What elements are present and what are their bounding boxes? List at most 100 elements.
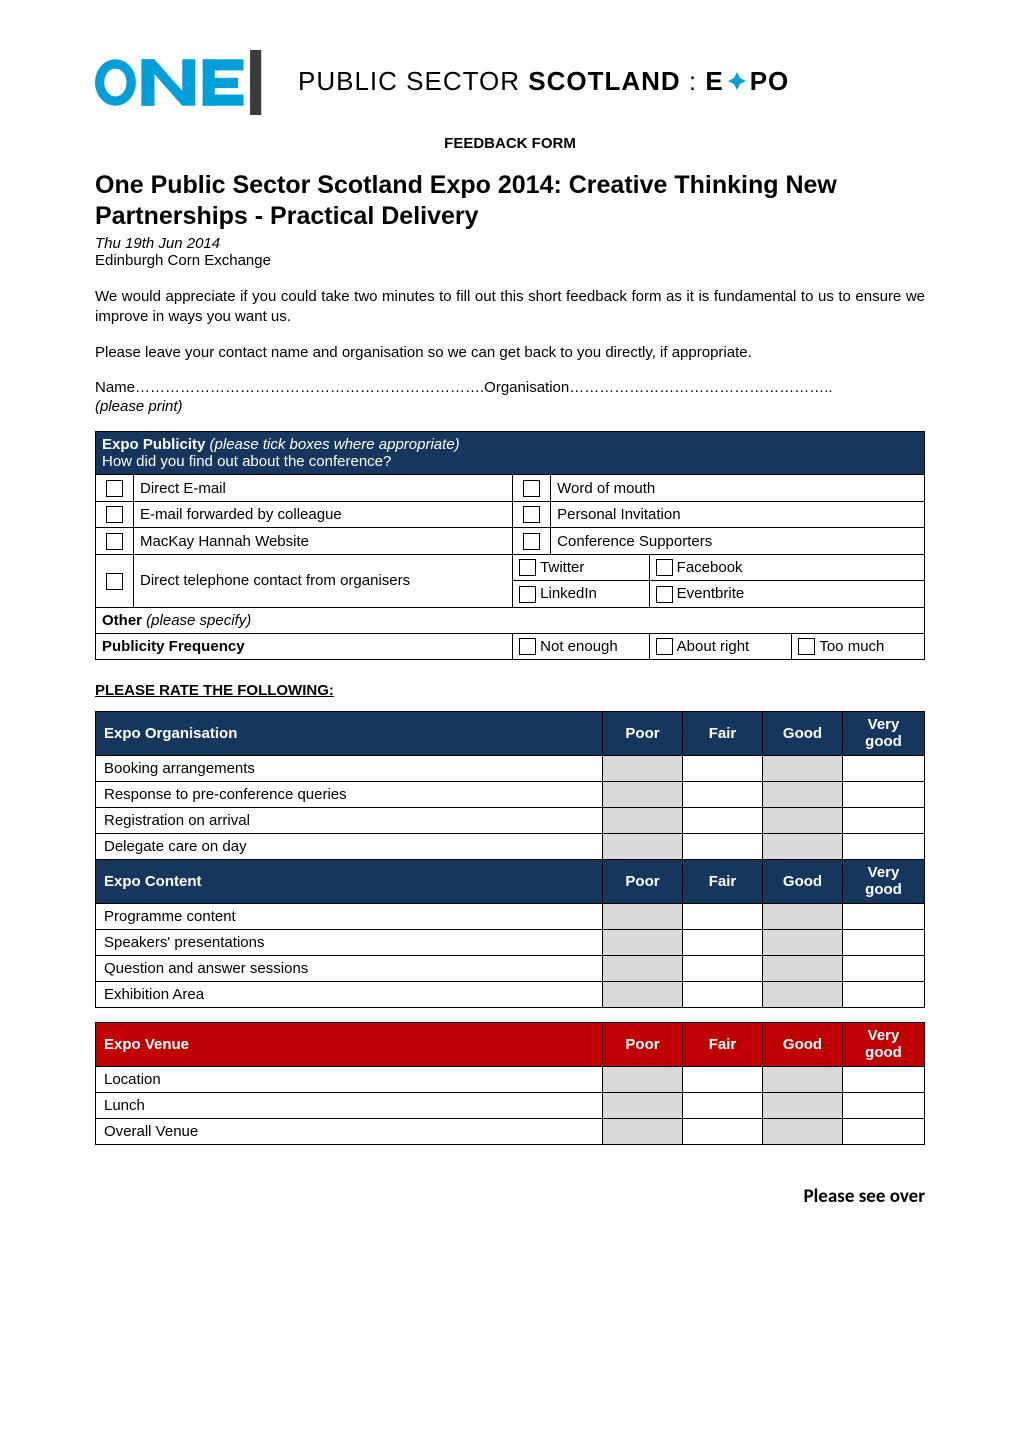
checkbox-cell[interactable] [96, 554, 134, 607]
rating-cell[interactable] [603, 1067, 683, 1093]
checkbox-icon[interactable] [656, 559, 673, 576]
rating-cell[interactable] [603, 1119, 683, 1145]
rating-cell[interactable] [603, 904, 683, 930]
rating-cell[interactable] [683, 982, 763, 1008]
checkbox-cell[interactable] [513, 475, 551, 502]
rating-cell[interactable] [843, 1067, 925, 1093]
rating-cell[interactable] [683, 1093, 763, 1119]
logo-text-scotland: SCOTLAND [528, 66, 680, 96]
rating-cell[interactable] [763, 930, 843, 956]
event-venue: Edinburgh Corn Exchange [95, 252, 925, 269]
checkbox-icon[interactable] [523, 480, 540, 497]
rating-cell[interactable] [683, 834, 763, 860]
rating-cell[interactable] [843, 956, 925, 982]
checkbox-icon[interactable] [519, 586, 536, 603]
rating-cell[interactable] [763, 1119, 843, 1145]
freq-opt: About right [677, 638, 750, 655]
social-cell: Eventbrite [649, 581, 924, 608]
event-title: One Public Sector Scotland Expo 2014: Cr… [95, 170, 925, 233]
rating-cell[interactable] [683, 756, 763, 782]
other-label: Other [102, 612, 142, 629]
checkbox-inline[interactable] [519, 585, 540, 602]
checkbox-inline[interactable] [656, 585, 677, 602]
rating-cell[interactable] [843, 834, 925, 860]
checkbox-cell[interactable] [513, 528, 551, 555]
checkbox-cell[interactable] [96, 501, 134, 528]
checkbox-icon[interactable] [519, 559, 536, 576]
rating-cell[interactable] [603, 782, 683, 808]
rating-cell[interactable] [603, 834, 683, 860]
other-row[interactable]: Other (please specify) [96, 607, 925, 633]
checkbox-icon[interactable] [106, 533, 123, 550]
rating-cell[interactable] [843, 808, 925, 834]
checkbox-inline[interactable] [519, 559, 540, 576]
rating-cell[interactable] [683, 1067, 763, 1093]
rating-cell[interactable] [763, 1093, 843, 1119]
freq-opt: Not enough [540, 638, 618, 655]
checkbox-icon[interactable] [523, 506, 540, 523]
checkbox-icon[interactable] [656, 586, 673, 603]
publicity-opt: Direct E-mail [134, 475, 513, 502]
social-cell: Twitter [513, 554, 650, 581]
rating-cell[interactable] [763, 956, 843, 982]
checkbox-inline[interactable] [656, 559, 677, 576]
rating-cell[interactable] [603, 1093, 683, 1119]
col-poor: Poor [603, 712, 683, 756]
intro-paragraph-2: Please leave your contact name and organ… [95, 343, 925, 363]
rating-cell[interactable] [683, 808, 763, 834]
rating-cell[interactable] [843, 1093, 925, 1119]
logo-text: PUBLIC SECTOR SCOTLAND : EPO [298, 66, 789, 99]
checkbox-inline[interactable] [656, 638, 677, 655]
checkbox-icon[interactable] [656, 638, 673, 655]
rating-cell[interactable] [763, 834, 843, 860]
venue-title: Expo Venue [96, 1023, 603, 1067]
intro-paragraph-1: We would appreciate if you could take tw… [95, 287, 925, 328]
checkbox-icon[interactable] [106, 506, 123, 523]
rating-cell[interactable] [763, 982, 843, 1008]
checkbox-inline[interactable] [798, 638, 819, 655]
logo-x-icon [726, 68, 748, 99]
publicity-header-bold: Expo Publicity [102, 436, 205, 453]
checkbox-cell[interactable] [513, 501, 551, 528]
rating-cell[interactable] [843, 904, 925, 930]
publicity-header-sub: How did you find out about the conferenc… [102, 453, 918, 470]
checkbox-icon[interactable] [106, 480, 123, 497]
social-cell: LinkedIn [513, 581, 650, 608]
rating-cell[interactable] [843, 930, 925, 956]
rating-cell[interactable] [683, 1119, 763, 1145]
checkbox-cell[interactable] [96, 475, 134, 502]
publicity-table: Expo Publicity (please tick boxes where … [95, 431, 925, 660]
rating-cell[interactable] [763, 904, 843, 930]
rating-cell[interactable] [683, 904, 763, 930]
rating-cell[interactable] [683, 782, 763, 808]
freq-opt: Too much [819, 638, 884, 655]
col-very-good: Very good [843, 860, 925, 904]
name-org-line[interactable]: Name…………………………………………………………….Organisation… [95, 379, 925, 396]
rating-cell[interactable] [603, 956, 683, 982]
rating-cell[interactable] [843, 982, 925, 1008]
rating-cell[interactable] [603, 982, 683, 1008]
publicity-opt: E-mail forwarded by colleague [134, 501, 513, 528]
checkbox-icon[interactable] [798, 638, 815, 655]
checkbox-cell[interactable] [96, 528, 134, 555]
checkbox-icon[interactable] [523, 533, 540, 550]
form-title: FEEDBACK FORM [95, 135, 925, 152]
rating-cell[interactable] [763, 1067, 843, 1093]
rating-cell[interactable] [843, 1119, 925, 1145]
rating-cell[interactable] [763, 782, 843, 808]
rating-cell[interactable] [843, 756, 925, 782]
checkbox-icon[interactable] [106, 573, 123, 590]
rating-cell[interactable] [603, 808, 683, 834]
rating-cell[interactable] [603, 930, 683, 956]
publicity-opt: Word of mouth [551, 475, 925, 502]
rating-cell[interactable] [683, 930, 763, 956]
checkbox-icon[interactable] [519, 638, 536, 655]
publicity-opt: Personal Invitation [551, 501, 925, 528]
rating-cell[interactable] [603, 756, 683, 782]
rating-cell[interactable] [843, 782, 925, 808]
rating-cell[interactable] [763, 808, 843, 834]
rating-row-label: Location [96, 1067, 603, 1093]
rating-cell[interactable] [683, 956, 763, 982]
rating-cell[interactable] [763, 756, 843, 782]
checkbox-inline[interactable] [519, 638, 540, 655]
